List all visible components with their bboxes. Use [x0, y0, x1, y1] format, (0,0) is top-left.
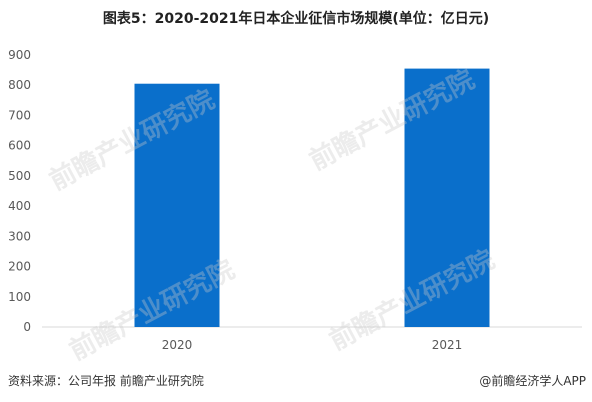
bar-2021: [404, 68, 490, 327]
credit-note: @前瞻经济学人APP: [479, 374, 586, 388]
bar-2020: [134, 83, 220, 327]
y-tick-label: 200: [8, 260, 31, 274]
x-tick-label: 2020: [162, 338, 193, 352]
source-note: 资料来源：公司年报 前瞻产业研究院: [8, 374, 204, 388]
y-tick-label: 800: [8, 78, 31, 92]
y-tick-label: 100: [8, 290, 31, 304]
x-tick-label: 2021: [432, 338, 463, 352]
y-tick-label: 300: [8, 229, 31, 243]
y-tick-label: 0: [23, 320, 31, 334]
y-tick-label: 700: [8, 108, 31, 122]
y-tick-label: 400: [8, 199, 31, 213]
y-tick-label: 900: [8, 48, 31, 62]
y-tick-label: 500: [8, 169, 31, 183]
y-tick-label: 600: [8, 139, 31, 153]
chart-title: 图表5：2020-2021年日本企业征信市场规模(单位：亿日元): [102, 11, 490, 27]
